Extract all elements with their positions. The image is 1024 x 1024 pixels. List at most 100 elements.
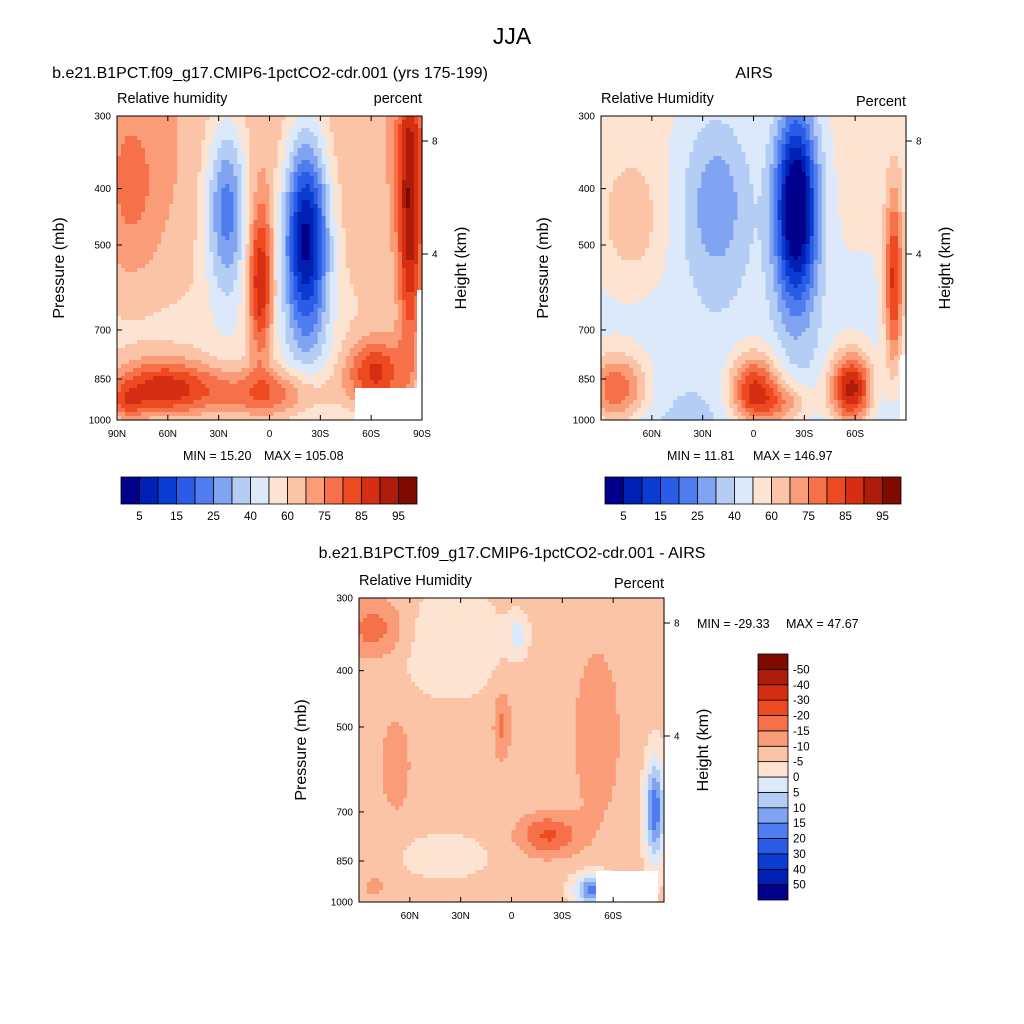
p0-contour-cell [377, 144, 383, 149]
p0-contour-cell [225, 348, 230, 353]
p0-contour-cell [273, 200, 279, 205]
p0-contour-cell [221, 200, 226, 205]
p0-contour-cell [277, 340, 283, 345]
p0-contour-cell [269, 324, 275, 329]
p0-contour-cell [345, 184, 351, 189]
p0-contour-cell [149, 316, 154, 321]
p0-contour-cell [153, 340, 158, 345]
p0-contour-cell [333, 120, 339, 125]
p0-contour-cell [337, 276, 343, 281]
p0-contour-cell [209, 192, 214, 197]
p0-contour-cell [381, 148, 387, 153]
p0-contour-cell [269, 232, 275, 237]
p0-contour-cell [257, 240, 263, 245]
p0-contour-cell [233, 268, 238, 273]
p0-contour-cell [177, 160, 182, 165]
p0-contour-cell [209, 144, 214, 149]
p0-contour-cell [397, 236, 403, 241]
p0-contour-cell [213, 244, 218, 249]
p0-contour-cell [357, 284, 363, 289]
p0-contour-cell [121, 200, 126, 205]
p0-contour-cell [237, 316, 242, 321]
p0-contour-cell [329, 128, 335, 133]
p0-contour-cell [177, 248, 182, 253]
p0-contour-cell [349, 240, 355, 245]
p0-contour-cell [349, 312, 355, 317]
p0-contour-cell [153, 128, 158, 133]
p0-contour-cell [273, 192, 279, 197]
p0-contour-cell [417, 192, 423, 197]
p0-contour-cell [309, 356, 315, 361]
p0-contour-cell [209, 328, 214, 333]
p0-contour-cell [253, 208, 259, 213]
p0-contour-cell [413, 180, 419, 185]
p0-contour-cell [193, 324, 198, 329]
p0-contour-cell [413, 176, 419, 181]
p0-contour-cell [261, 296, 267, 301]
p0-contour-cell [197, 308, 202, 313]
p0-contour-cell [221, 316, 226, 321]
p0-contour-cell [169, 228, 174, 233]
p0-contour-cell [325, 244, 331, 249]
p0-contour-cell [329, 356, 335, 361]
p0-contour-cell [393, 136, 399, 141]
p0-contour-cell [177, 340, 182, 345]
p0-contour-cell [209, 152, 214, 157]
p0-contour-cell [321, 200, 327, 205]
p0-contour-cell [209, 208, 214, 213]
p0-contour-cell [189, 136, 194, 141]
p0-contour-cell [177, 216, 182, 221]
p0-contour-cell [177, 196, 182, 201]
p0-contour-cell [405, 320, 411, 325]
p0-contour-cell [233, 172, 238, 177]
p0-contour-cell [321, 300, 327, 305]
p0-contour-cell [365, 340, 371, 345]
p0-contour-cell [285, 364, 291, 369]
p0-contour-cell [373, 164, 379, 169]
p0-contour-cell [321, 192, 327, 197]
p0-contour-cell [309, 328, 315, 333]
p0-contour-cell [325, 308, 331, 313]
p0-contour-cell [129, 192, 134, 197]
p0-contour-cell [181, 360, 186, 365]
p0-contour-cell [353, 164, 359, 169]
p0-contour-cell [181, 316, 186, 321]
p0-contour-cell [341, 256, 347, 261]
p0-contour-cell [133, 228, 138, 233]
p0-contour-cell [121, 212, 126, 217]
p0-contour-cell [345, 260, 351, 265]
p0-contour-cell [229, 180, 234, 185]
p0-contour-cell [253, 176, 259, 181]
p0-contour-cell [209, 196, 214, 201]
p0-contour-cell [229, 324, 234, 329]
p0-contour-cell [257, 132, 263, 137]
p0-contour-cell [409, 320, 415, 325]
p0-contour-cell [413, 280, 419, 285]
p0-contour-cell [177, 120, 182, 125]
p0-contour-cell [373, 244, 379, 249]
p0-contour-cell [193, 176, 198, 181]
p0-contour-cell [245, 116, 251, 121]
p0-contour-cell [393, 276, 399, 281]
p0-contour-cell [373, 188, 379, 193]
p0-contour-cell [309, 116, 315, 121]
p0-contour-cell [325, 284, 331, 289]
p0-contour-cell [373, 236, 379, 241]
p0-contour-cell [261, 276, 267, 281]
p0-contour-cell [217, 192, 222, 197]
p0-contour-cell [413, 308, 419, 313]
p0-contour-cell [133, 212, 138, 217]
p0-contour-cell [237, 244, 242, 249]
p0-contour-cell [221, 324, 226, 329]
p0-contour-cell [361, 176, 367, 181]
p0-contour-cell [373, 324, 379, 329]
p0-contour-cell [257, 260, 263, 265]
p0-contour-cell [117, 188, 122, 193]
p0-contour-cell [221, 224, 226, 229]
p0-contour-cell [345, 144, 351, 149]
p0-contour-cell [173, 132, 178, 137]
p0-contour-cell [305, 228, 311, 233]
p0-contour-cell [197, 272, 202, 277]
p0-contour-cell [121, 124, 126, 129]
p0-contour-cell [393, 292, 399, 297]
